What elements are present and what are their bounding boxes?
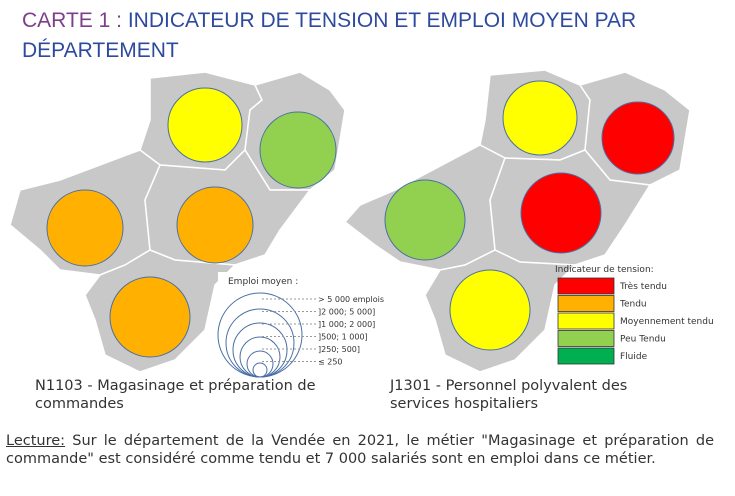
note-text: Sur le département de la Vendée en 2021,…: [6, 433, 714, 467]
legend-label: Moyennement tendu: [620, 317, 714, 327]
maps: Emploi moyen : > 5 000 emplois ]2 000; 5 …: [10, 70, 714, 380]
legend-label: Fluide: [620, 352, 648, 362]
legend-swatch: [557, 347, 615, 365]
circle: [259, 111, 337, 189]
tension-circles: [46, 80, 675, 358]
size-legend-label: > 5 000 emplois: [318, 295, 384, 304]
circle: [46, 189, 124, 267]
size-legend-label: ]1 000; 2 000]: [318, 320, 375, 329]
size-legend-label: ]500; 1 000]: [318, 333, 368, 342]
tension-legend: Indicateur de tension: Très tendu Tendu Mo…: [555, 265, 714, 365]
circle: [502, 80, 578, 156]
circle: [384, 179, 466, 261]
circle: [449, 269, 531, 351]
size-legend-label: ≤ 250: [318, 358, 343, 367]
legend-label: Très tendu: [619, 281, 667, 292]
title-prefix: CARTE 1 :: [22, 9, 122, 32]
legend-label: Tendu: [619, 300, 647, 310]
circle: [109, 276, 191, 358]
tension-legend-title: Indicateur de tension:: [555, 265, 654, 275]
legend-swatch: [557, 312, 615, 330]
size-legend-label: ]250; 500]: [318, 345, 360, 354]
circle: [167, 87, 243, 163]
map-caption: N1103 - Magasinage et préparation de com…: [35, 378, 316, 412]
legend-swatch: [557, 277, 615, 295]
map-caption: J1301 - Personnel polyvalent des service…: [390, 378, 628, 412]
circle: [176, 186, 254, 264]
size-legend: Emploi moyen : > 5 000 emplois ]2 000; 5 …: [217, 272, 396, 380]
note-label: Lecture:: [6, 433, 66, 449]
circle: [601, 101, 675, 175]
legend-swatch: [557, 295, 615, 312]
legend-label: Peu Tendu: [620, 335, 666, 345]
size-legend-title: Emploi moyen :: [228, 277, 298, 287]
title: CARTE 1 : INDICATEUR DE TENSION ET EMPLO…: [22, 6, 642, 66]
size-legend-label: ]2 000; 5 000]: [318, 308, 375, 317]
legend-swatch: [557, 330, 615, 347]
title-text: INDICATEUR DE TENSION ET EMPLOI MOYEN PA…: [22, 9, 637, 62]
circle: [520, 172, 602, 254]
note: Lecture: Sur le département de la Vendée…: [6, 432, 714, 468]
